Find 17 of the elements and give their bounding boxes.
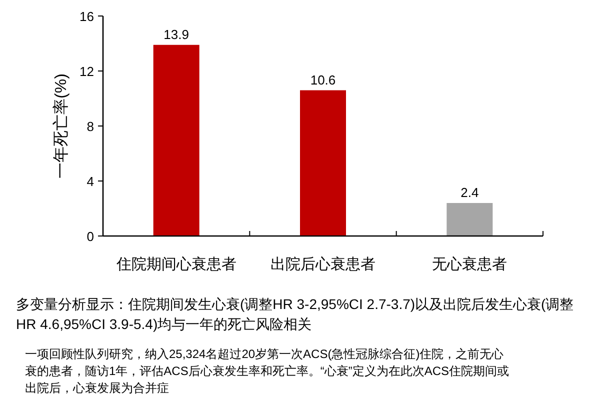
data-label: 10.6	[310, 72, 336, 88]
y-tick-label: 8	[86, 119, 94, 134]
y-axis-title: 一年死亡率(%)	[52, 74, 70, 178]
bar	[446, 203, 493, 236]
data-label: 2.4	[460, 185, 479, 200]
y-tick-label: 0	[86, 229, 94, 244]
text: 多变量分析显示：住院期间发生心衰(调整HR 3-2,95%CI 2.7-3.7)以及出院后发生心衰(调整HR 4.6,95%CI 3.9-5.4)均与一年的死亡风险相关	[16, 295, 575, 334]
text: 一项回顾性队列研究，纳入25,324名超过20岁第一次ACS(急性冠脉综合征)住院，之前无心衰的患者，随访1年，评估ACS后心衰发生率和死亡率。“心衰”定义为在此次ACS住院期间或出院后，心衰发展为合并症	[25, 346, 510, 397]
y-tick-label: 4	[86, 174, 94, 189]
bar	[300, 90, 346, 236]
x-tick-label: 无心衰患者	[432, 256, 508, 273]
bar	[153, 44, 200, 236]
y-tick-label: 12	[80, 64, 94, 79]
data-label: 13.9	[164, 26, 189, 42]
y-tick-label: 16	[80, 9, 94, 24]
x-tick-label: 住院期间心衰患者	[115, 256, 236, 273]
x-tick-label: 出院后心衰患者	[270, 256, 376, 273]
